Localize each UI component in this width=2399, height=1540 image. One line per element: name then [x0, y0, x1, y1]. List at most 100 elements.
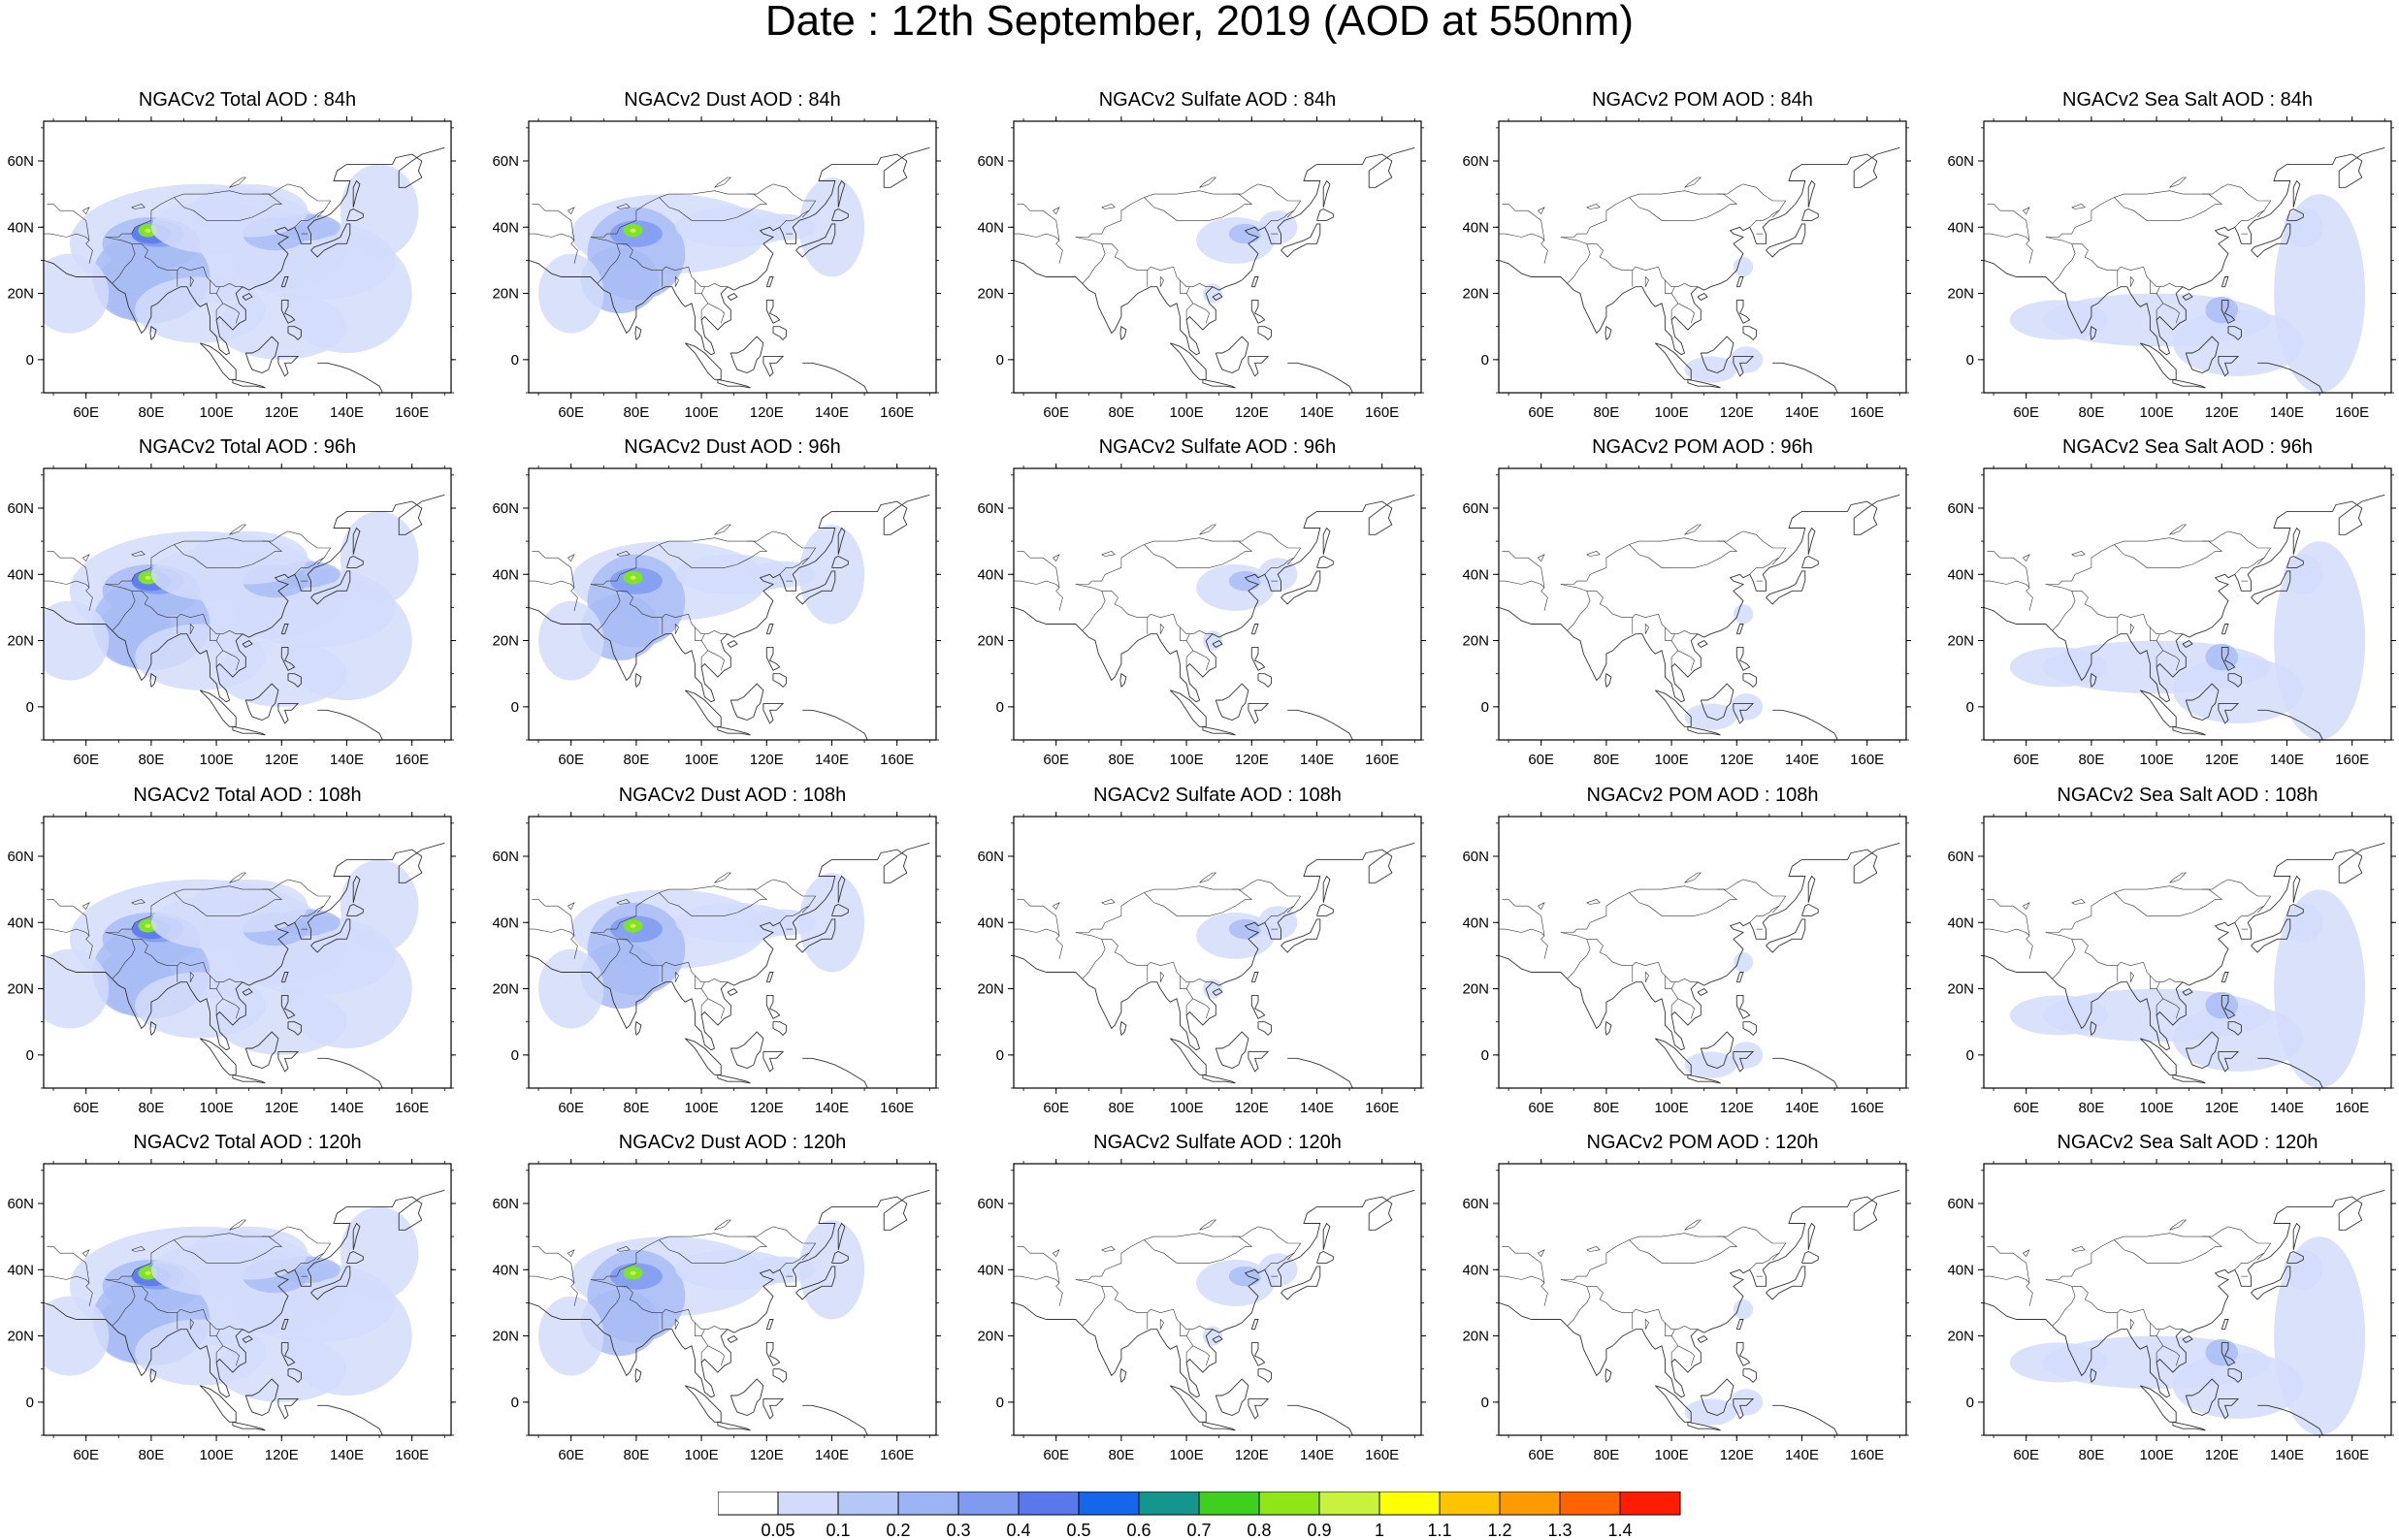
border — [1264, 912, 1285, 923]
aod-field — [1684, 952, 1764, 1078]
coastline — [2227, 326, 2242, 341]
coastline — [1287, 1057, 1353, 1088]
coastline — [280, 972, 289, 983]
coastline — [232, 1421, 266, 1431]
coastline — [2218, 355, 2240, 377]
border — [1560, 530, 1787, 585]
panel-title: NGACv2 Total AOD : 84h — [138, 89, 357, 111]
lon-tick-label: 80E — [1594, 404, 1620, 421]
lon-tick-label: 140E — [1785, 752, 1819, 768]
lat-tick-label: 20N — [492, 633, 519, 650]
coastline — [2257, 1057, 2323, 1088]
lat-tick-label: 0 — [1966, 1395, 1974, 1411]
aod-field — [44, 1206, 419, 1402]
border — [1014, 928, 1060, 937]
colorbar-label: 0.2 — [886, 1521, 910, 1538]
border — [85, 587, 93, 611]
aod-region — [44, 1296, 110, 1376]
aod-region — [281, 1276, 412, 1396]
coastline — [1215, 1378, 1249, 1416]
coastline — [352, 875, 361, 903]
map-frame — [528, 1163, 937, 1436]
border — [1540, 1282, 1548, 1306]
map-panel-sulfate-3: 60E 80E 100E 120E 140E 160E 60N 40N 20N 0 — [977, 1159, 1426, 1463]
border — [1075, 1226, 1302, 1280]
coastline — [802, 362, 868, 393]
lon-tick-label: 140E — [1300, 752, 1334, 768]
map-frame — [43, 816, 452, 1089]
coastline — [1257, 326, 1272, 341]
aod-region — [190, 183, 308, 238]
coastline — [2090, 672, 2097, 688]
colorbar-box — [718, 1492, 779, 1516]
coastline — [346, 903, 364, 916]
lon-tick-label: 160E — [880, 404, 914, 421]
border — [313, 1252, 325, 1261]
coastline — [1772, 1057, 1838, 1088]
coastline — [277, 1050, 300, 1073]
coastline — [1742, 326, 1757, 341]
aod-hotspot — [145, 1270, 151, 1275]
coastline — [1316, 903, 1334, 916]
border — [779, 563, 800, 575]
border — [1987, 899, 2030, 936]
lat-tick-label: 60N — [7, 153, 34, 170]
coastline — [1499, 842, 1900, 1051]
coastline — [2257, 709, 2323, 740]
border — [695, 1322, 725, 1366]
lon-tick-label: 160E — [395, 1447, 429, 1463]
border — [1540, 240, 1548, 264]
coastline — [795, 570, 836, 605]
lat-tick-label: 20N — [1947, 286, 1974, 303]
colorbar-box — [1619, 1492, 1681, 1516]
coastline — [1287, 709, 1353, 740]
aod-region — [798, 1220, 865, 1320]
lon-tick-label: 60E — [2013, 404, 2039, 421]
border — [532, 551, 575, 588]
border — [1586, 1286, 1698, 1330]
lake — [1199, 872, 1217, 883]
border — [1502, 204, 1545, 241]
aod-field — [1196, 210, 1298, 304]
border — [1075, 237, 1106, 284]
coastline — [280, 299, 296, 324]
lon-tick-label: 160E — [395, 404, 429, 421]
coastline — [765, 646, 781, 671]
coastline — [199, 1038, 237, 1075]
border — [2253, 557, 2265, 565]
coastline — [1984, 842, 2385, 1051]
aod-region — [1684, 1398, 1737, 1426]
lon-tick-label: 120E — [1720, 1447, 1754, 1463]
border — [1670, 286, 1675, 294]
coastline — [242, 640, 253, 648]
coastline — [280, 1319, 289, 1331]
coastline — [795, 1266, 836, 1300]
aod-region — [538, 948, 604, 1029]
coastline — [1287, 362, 1353, 393]
aod-region — [281, 234, 412, 354]
border — [659, 540, 768, 568]
border — [570, 1282, 578, 1306]
border — [174, 1235, 283, 1264]
border — [2045, 1226, 2272, 1280]
map-frame — [1498, 120, 1907, 394]
border — [2150, 626, 2180, 671]
border — [1984, 1275, 2030, 1284]
lat-tick-label: 40N — [1462, 219, 1489, 236]
lake — [616, 551, 631, 557]
lake — [1538, 554, 1545, 562]
lat-tick-label: 20N — [977, 633, 1004, 650]
lat-tick-label: 20N — [977, 1329, 1004, 1345]
border — [1283, 905, 1295, 914]
border — [2234, 216, 2255, 228]
lake — [1101, 204, 1116, 209]
border — [1055, 1282, 1063, 1306]
aod-field — [1196, 1253, 1298, 1346]
lon-tick-label: 100E — [2140, 1447, 2174, 1463]
lon-tick-label: 120E — [1720, 404, 1754, 421]
coastline — [1119, 1020, 1127, 1036]
aod-region — [798, 873, 865, 973]
aod-region — [538, 253, 604, 334]
coastline — [149, 1367, 157, 1383]
lake — [1586, 1246, 1601, 1252]
